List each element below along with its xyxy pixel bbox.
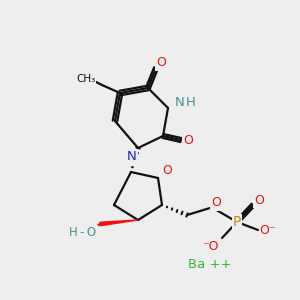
Text: N: N xyxy=(175,97,185,110)
Text: O: O xyxy=(211,196,221,209)
Text: CH₃: CH₃ xyxy=(76,74,96,84)
Polygon shape xyxy=(100,220,138,226)
Text: H - O: H - O xyxy=(69,226,97,238)
Text: ⁻O: ⁻O xyxy=(202,239,218,253)
Text: O: O xyxy=(156,56,166,70)
Text: O⁻: O⁻ xyxy=(260,224,276,236)
Text: H: H xyxy=(186,97,196,110)
Text: O: O xyxy=(183,134,193,148)
Text: O: O xyxy=(162,164,172,178)
Text: O: O xyxy=(254,194,264,206)
Text: P: P xyxy=(233,215,241,229)
Text: N: N xyxy=(127,151,137,164)
Text: Ba ++: Ba ++ xyxy=(188,259,232,272)
